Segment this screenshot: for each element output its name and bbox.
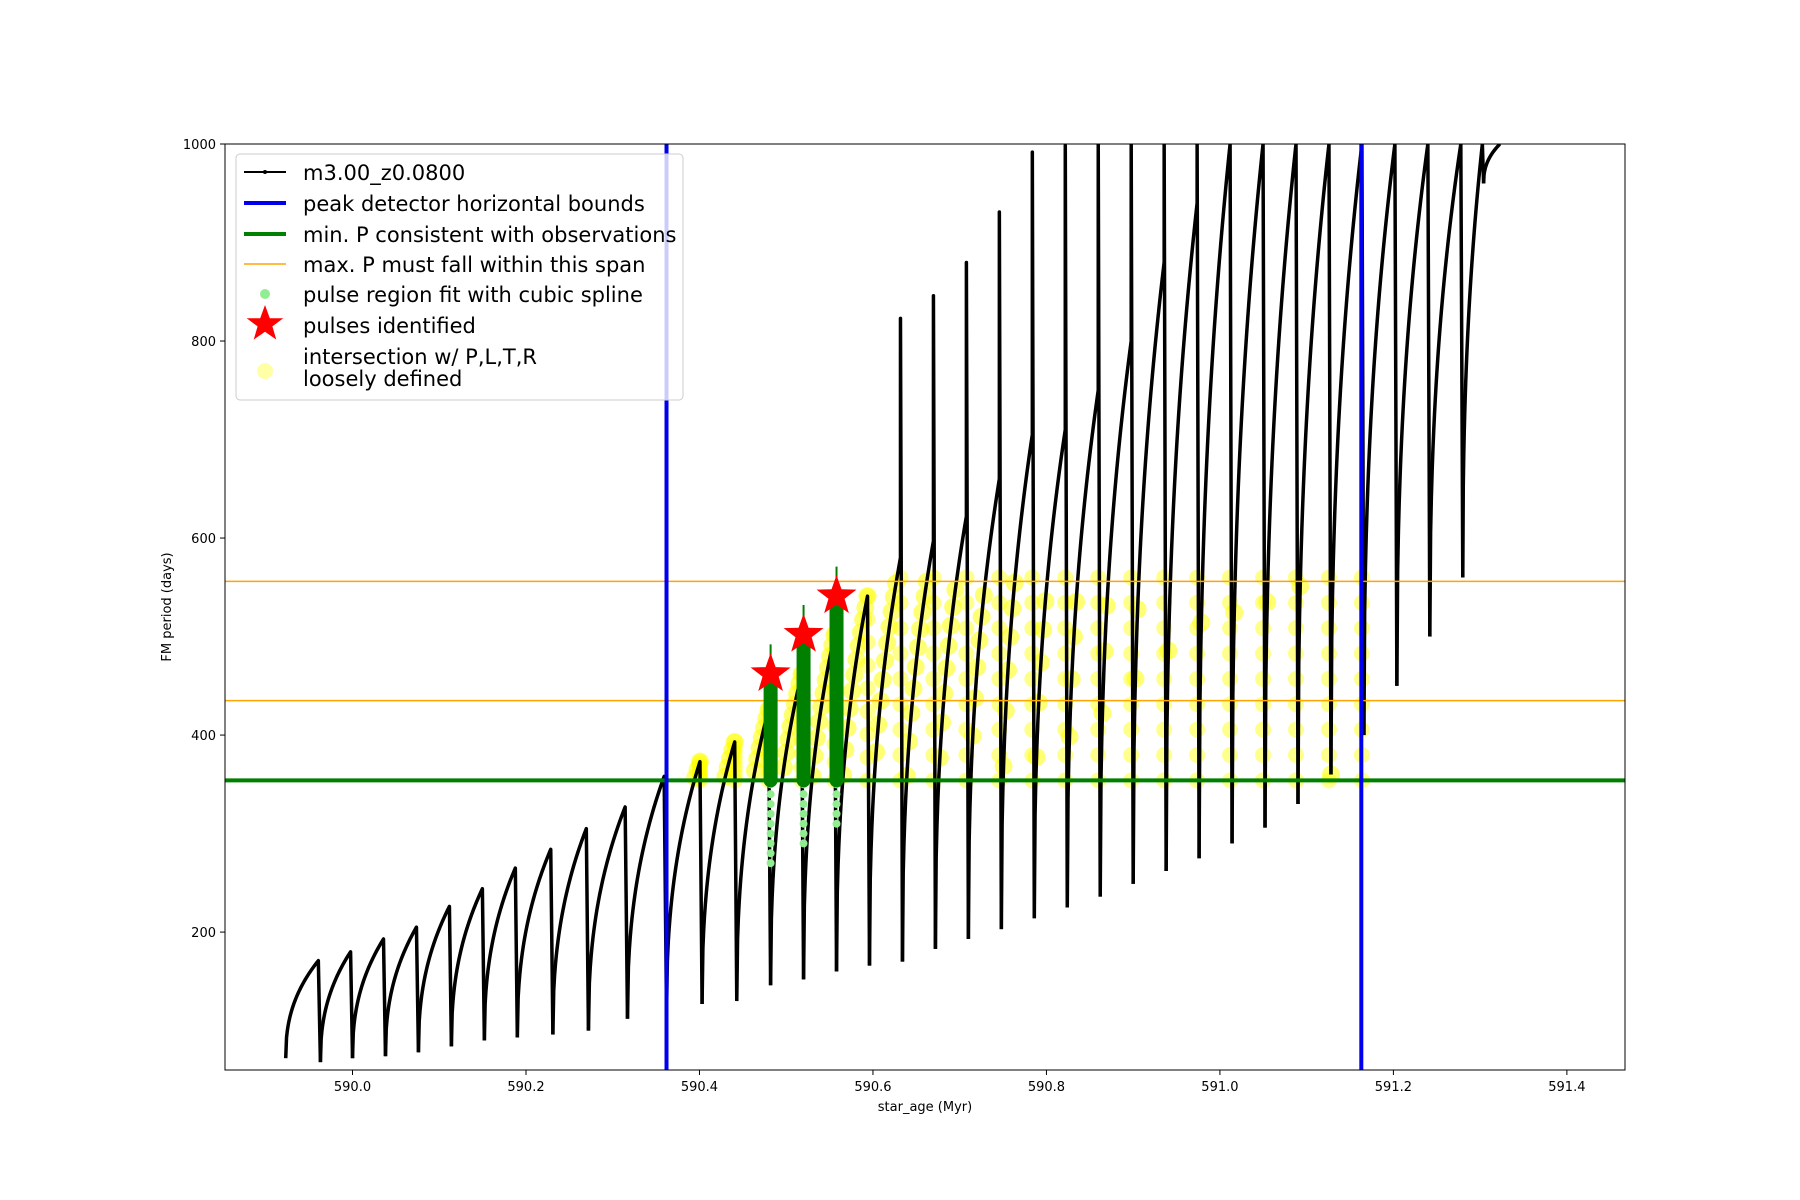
model-track-segment: [449, 886, 487, 1047]
legend-intersection-label-1: intersection w/ P,L,T,R: [303, 345, 537, 369]
model-track-segment: [1362, 144, 1399, 736]
legend-intersection-marker: [257, 363, 273, 379]
x-tick-label: 590.6: [854, 1080, 891, 1095]
y-tick-label: 600: [191, 532, 216, 547]
model-track-segment: [1131, 144, 1168, 884]
x-tick-label: 590.2: [507, 1080, 544, 1095]
spline-point: [799, 790, 808, 799]
model-track-segment: [1263, 144, 1300, 828]
legend-pulses-label: pulses identified: [303, 314, 476, 338]
plot-area: [225, 144, 1625, 1070]
model-track-segment: [966, 210, 1004, 939]
pulse-star: [783, 613, 824, 652]
model-track-segment: [1164, 144, 1201, 872]
legend-model-marker: [263, 170, 267, 174]
y-tick-label: 400: [191, 729, 216, 744]
legend-spline-label: pulse region fit with cubic spline: [303, 283, 643, 307]
model-track-segment: [1032, 144, 1070, 919]
x-tick-label: 590.4: [681, 1080, 718, 1095]
spline-point: [799, 809, 808, 818]
model-track-segment: [515, 847, 555, 1038]
spline-point: [799, 800, 808, 809]
y-axis-title: FM period (days): [160, 552, 175, 661]
model-track-segment: [933, 260, 971, 949]
intersection-point: [1320, 721, 1337, 738]
pulse-star: [816, 575, 857, 614]
model-track-segment: [1197, 144, 1234, 859]
spline-point: [766, 859, 775, 868]
model-track-segment: [625, 774, 669, 1019]
y-tick-label: 1000: [183, 138, 216, 153]
spline-point: [799, 839, 808, 848]
legend: m3.00_z0.0800 peak detector horizontal b…: [235, 153, 684, 401]
model-track-segment: [482, 866, 520, 1041]
spline-point: [799, 819, 808, 828]
x-tick-label: 591.2: [1375, 1080, 1412, 1095]
model-track-segment: [1296, 144, 1333, 805]
x-tick-label: 590.0: [334, 1080, 371, 1095]
model-track-segment: [551, 826, 591, 1035]
spline-point: [766, 829, 775, 838]
model-track-segment: [999, 150, 1037, 930]
model-track-segment: [1230, 144, 1267, 844]
spline-point: [832, 819, 841, 828]
y-tick-label: 200: [191, 926, 216, 941]
legend-model-label: m3.00_z0.0800: [303, 161, 465, 186]
legend-min-p-label: min. P consistent with observations: [303, 223, 676, 247]
x-tick-label: 591.4: [1548, 1080, 1585, 1095]
legend-spline-marker: [260, 289, 270, 299]
axes: 590.0 590.2 590.4 590.6 590.8 591.0 591.2 591.4…: [183, 138, 1586, 1095]
model-track-segment: [586, 805, 630, 1031]
legend-peak-bounds-label: peak detector horizontal bounds: [303, 192, 645, 216]
intersection-point: [1288, 747, 1305, 764]
model-track-segment: [1098, 144, 1135, 897]
spline-point: [766, 819, 775, 828]
model-track-segment: [1481, 144, 1502, 184]
x-tick-label: 591.0: [1201, 1080, 1238, 1095]
intersection-point: [1320, 747, 1337, 764]
model-track-segment: [416, 904, 454, 1053]
model-track-segment: [283, 958, 323, 1063]
plot-frame: [224, 143, 1626, 1071]
model-track-segment: [1065, 144, 1102, 908]
x-axis-title: star_age (Myr): [878, 1100, 972, 1115]
model-track-segment: [383, 925, 421, 1057]
legend-pulse-star: [246, 305, 284, 340]
legend-max-p-label: max. P must fall within this span: [303, 253, 645, 277]
spline-point: [799, 829, 808, 838]
model-track-segment: [900, 294, 938, 962]
spline-point: [832, 809, 841, 818]
model-track-segment: [664, 759, 704, 1016]
spline-point: [766, 839, 775, 848]
spline-point: [832, 800, 841, 809]
model-track-segment: [1428, 144, 1465, 637]
model-track-segment: [867, 316, 905, 966]
model-track-segment: [1461, 144, 1486, 578]
spline-point: [766, 800, 775, 809]
pulse-star: [750, 652, 791, 691]
model-track-segment: [700, 740, 739, 1005]
model-track-segment: [1329, 144, 1366, 775]
spline-point: [766, 809, 775, 818]
model-track-segment: [1395, 144, 1432, 686]
y-tick-label: 800: [191, 335, 216, 350]
legend-frame: [235, 153, 684, 401]
model-track-segment: [350, 937, 388, 1059]
spline-point: [832, 790, 841, 799]
model-track-segment: [834, 594, 872, 972]
model-track-segment: [318, 950, 355, 1063]
legend-intersection-label-2: loosely defined: [303, 367, 462, 391]
spline-point: [766, 849, 775, 858]
x-tick-label: 590.8: [1028, 1080, 1065, 1095]
spline-point: [766, 790, 775, 799]
